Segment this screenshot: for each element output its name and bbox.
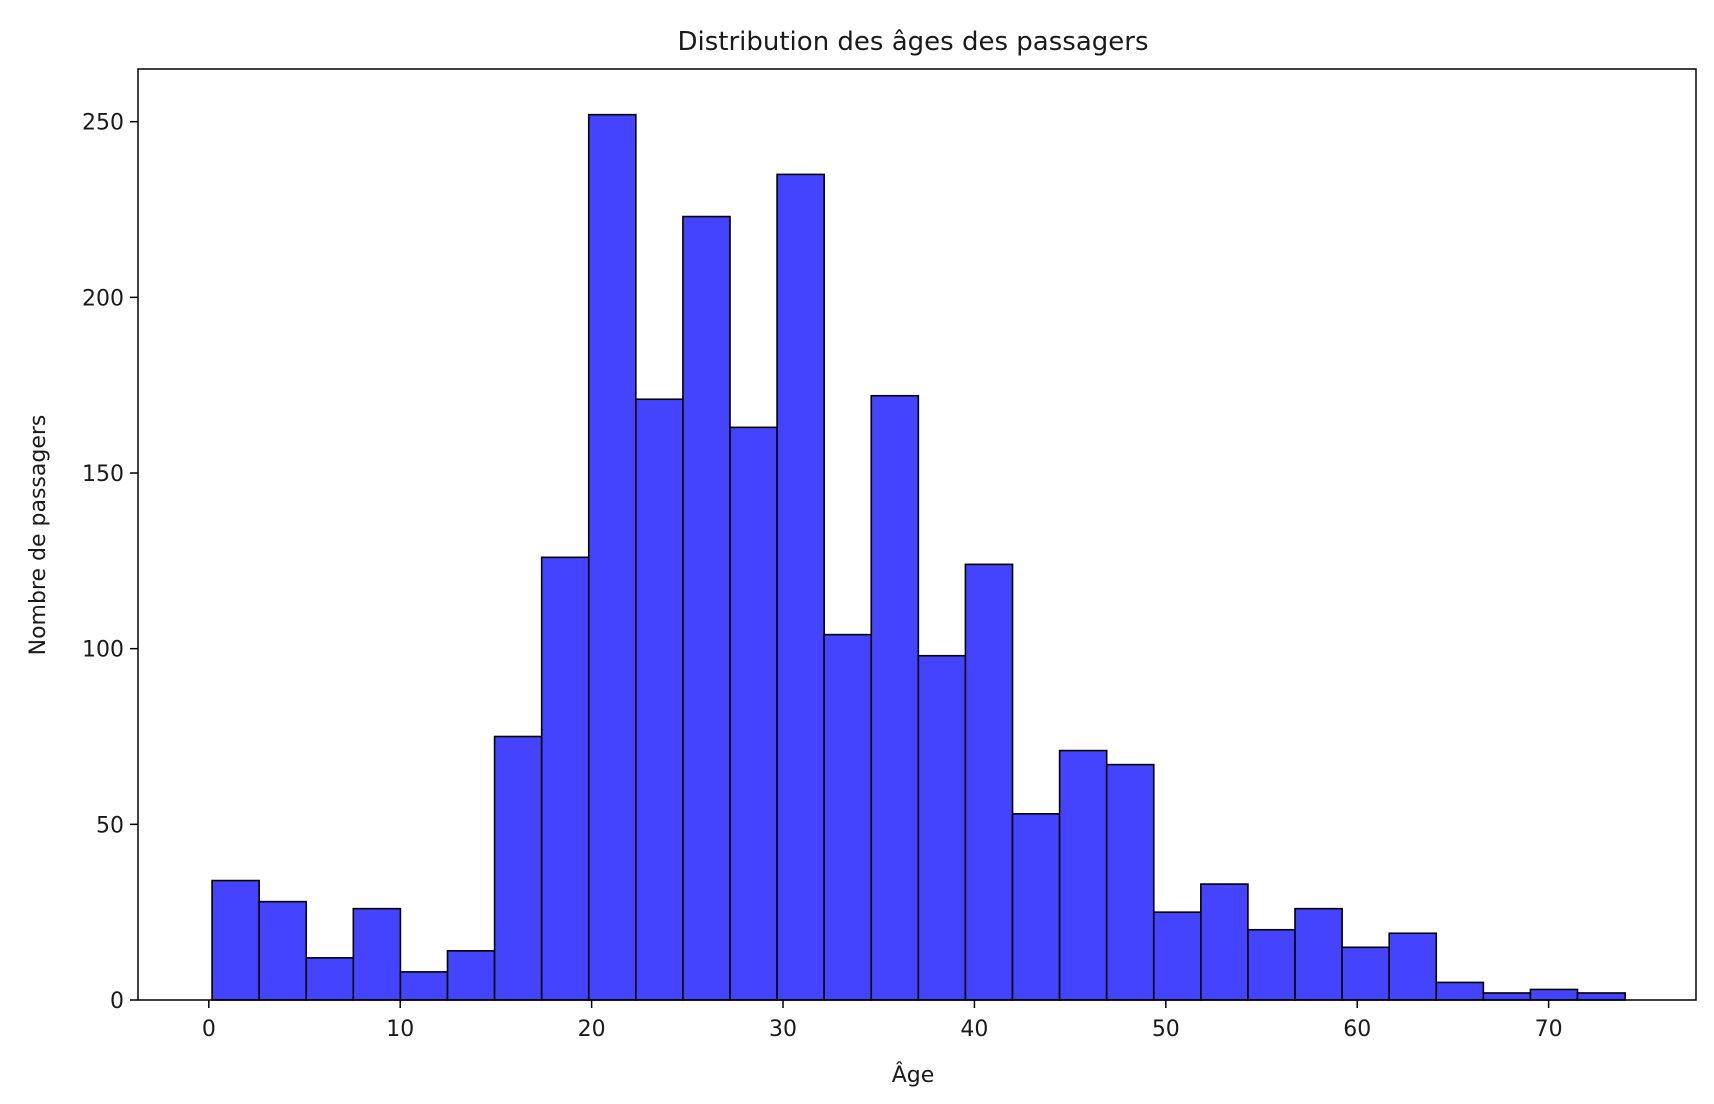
histogram-bar [352, 907, 402, 1001]
y-axis-title: Nombre de passagers [26, 415, 51, 656]
x-tick-label: 30 [769, 1017, 797, 1042]
y-tick-label: 0 [110, 989, 124, 1014]
histogram-bar [258, 900, 308, 1001]
y-axis: 0 50 100 150 200 250 [82, 111, 138, 1014]
x-tick-label: 70 [1535, 1017, 1563, 1042]
histogram-bar [1152, 911, 1202, 1001]
histogram-bar [729, 426, 778, 1001]
histogram-bar [964, 563, 1014, 1001]
histogram-bar [682, 215, 731, 1001]
bars-group [211, 113, 1626, 1001]
y-tick-label: 100 [82, 638, 124, 663]
histogram-bar [917, 654, 967, 1001]
x-axis: 0 10 20 30 40 50 60 70 [202, 1000, 1563, 1042]
histogram-bar [1341, 946, 1390, 1001]
x-tick-label: 50 [1152, 1017, 1180, 1042]
histogram-bar [540, 556, 590, 1001]
plot-frame [137, 68, 1697, 1001]
x-tick-label: 10 [386, 1017, 414, 1042]
histogram-bar [1435, 981, 1485, 1001]
histogram-bar [1482, 992, 1532, 1001]
y-tick-label: 50 [96, 813, 124, 838]
x-tick-label: 0 [202, 1017, 216, 1042]
x-tick-label: 60 [1343, 1017, 1371, 1042]
histogram-bar [1011, 812, 1061, 1001]
histogram-bar [1294, 907, 1343, 1001]
x-tick-label: 40 [960, 1017, 988, 1042]
histogram-bar [1388, 932, 1438, 1001]
histogram-bar [870, 394, 920, 1001]
y-tick-label: 150 [82, 462, 124, 487]
histogram-bar [1105, 763, 1155, 1001]
histogram-bar [1058, 749, 1108, 1001]
histogram-bar [1200, 883, 1249, 1001]
x-axis-title: Âge [892, 1062, 935, 1088]
histogram-bar [1247, 928, 1296, 1001]
y-tick-label: 250 [82, 111, 124, 136]
histogram-bar [587, 113, 637, 1001]
histogram-bar [399, 971, 449, 1001]
histogram-bar [1576, 992, 1626, 1001]
histogram-bar [446, 950, 496, 1001]
histogram-bar [823, 633, 873, 1001]
histogram-bar [776, 173, 825, 1001]
chart-title: Distribution des âges des passagers [677, 27, 1148, 57]
histogram-bar [211, 879, 260, 1001]
x-tick-label: 20 [578, 1017, 606, 1042]
histogram-bar [1529, 988, 1579, 1001]
histogram-bar [305, 957, 355, 1001]
histogram-bar [493, 735, 543, 1001]
histogram-bar [635, 398, 684, 1001]
y-tick-label: 200 [82, 286, 124, 311]
